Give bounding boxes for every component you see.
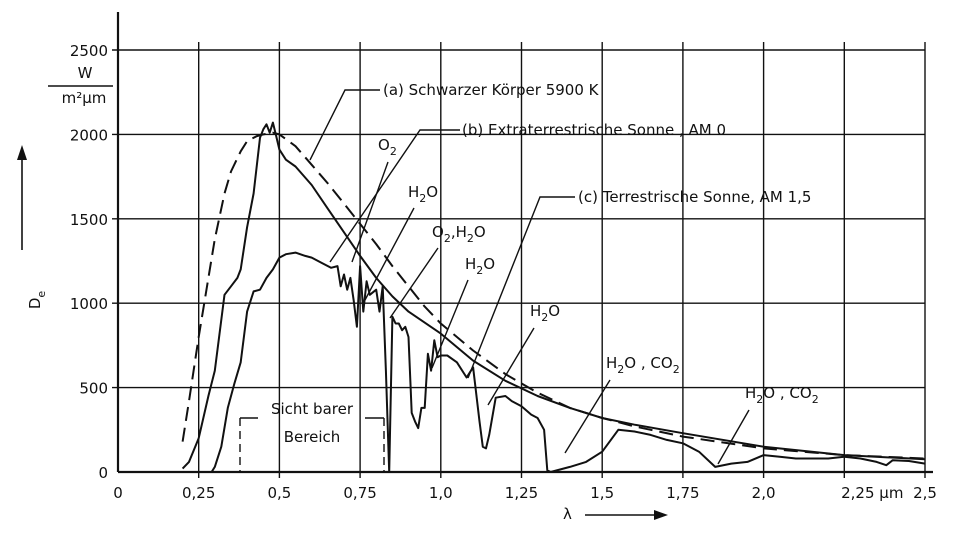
y-unit-denominator: m²µm xyxy=(62,89,107,107)
x-tick-label: 2,25 µm xyxy=(841,484,903,502)
leader-h2o-1 xyxy=(364,207,415,301)
y-tick-label: 1000 xyxy=(70,295,108,313)
series-b-extraterrestrial xyxy=(181,121,926,470)
x-tick-label: 0,75 xyxy=(343,484,376,502)
visible-range-label-2: Bereich xyxy=(284,428,341,446)
x-tick-label: 1,0 xyxy=(429,484,453,502)
annotation-blackbody: (a) Schwarzer Körper 5900 K xyxy=(383,81,600,99)
leader-extraterrestrial xyxy=(329,129,460,263)
y-tick-label: 2500 xyxy=(70,42,108,60)
annotation-h2o-3: H2O xyxy=(530,302,560,324)
x-axis-label: λ xyxy=(563,505,572,523)
leader-o2 xyxy=(351,161,389,263)
y-tick-label: 1500 xyxy=(70,211,108,229)
leader-o2-h2o xyxy=(389,247,439,319)
x-tick-label: 0 xyxy=(113,484,123,502)
x-tick-label: 0,25 xyxy=(182,484,215,502)
y-tick-label: 2000 xyxy=(70,126,108,144)
x-tick-label: 2,5 xyxy=(913,484,937,502)
annotations: (a) Schwarzer Körper 5900 K (b) Extraterr… xyxy=(239,81,819,472)
x-tick-label: 1,25 xyxy=(505,484,538,502)
x-axis-arrowhead xyxy=(654,510,668,520)
series-lines xyxy=(181,121,926,473)
y-axis-label: De xyxy=(26,291,48,310)
leader-h2o-2 xyxy=(431,279,469,369)
leader-h2o-co2-2 xyxy=(717,409,750,465)
annotation-terrestrial: (c) Terrestrische Sonne, AM 1,5 xyxy=(578,188,811,206)
y-tick-label: 0 xyxy=(98,464,108,482)
y-tick-label: 500 xyxy=(79,380,108,398)
leader-blackbody xyxy=(309,89,380,161)
y-axis-arrowhead xyxy=(17,145,27,160)
y-unit-numerator: W xyxy=(78,64,93,82)
annotation-h2o-co2-1: H2O , CO2 xyxy=(606,354,680,376)
x-tick-label: 1,75 xyxy=(666,484,699,502)
leader-h2o-co2-1 xyxy=(564,379,611,454)
x-tick-label: 1,5 xyxy=(590,484,614,502)
series-c-terrestrial xyxy=(210,251,926,473)
leader-terrestrial xyxy=(467,196,575,379)
leader-h2o-3 xyxy=(487,327,535,406)
axes xyxy=(116,12,933,474)
annotation-o2-h2o: O2,H2O xyxy=(432,223,486,245)
annotation-extraterrestrial: (b) Extraterrestrische Sonne , AM 0 xyxy=(462,121,726,139)
annotation-h2o-co2-2: H2O , CO2 xyxy=(745,384,819,406)
x-tick-label: 0,5 xyxy=(267,484,291,502)
x-tick-label: 2,0 xyxy=(752,484,776,502)
grid xyxy=(112,42,926,478)
visible-range-label-1: Sicht barer xyxy=(271,400,354,418)
annotation-o2: O2 xyxy=(378,136,397,158)
tick-labels: 0 0,25 0,5 0,75 1,0 1,25 1,5 1,75 2,0 2,25 µm 2,5 0… xyxy=(70,42,937,502)
annotation-h2o-2: H2O xyxy=(465,255,495,277)
annotation-h2o-1: H2O xyxy=(408,183,438,205)
